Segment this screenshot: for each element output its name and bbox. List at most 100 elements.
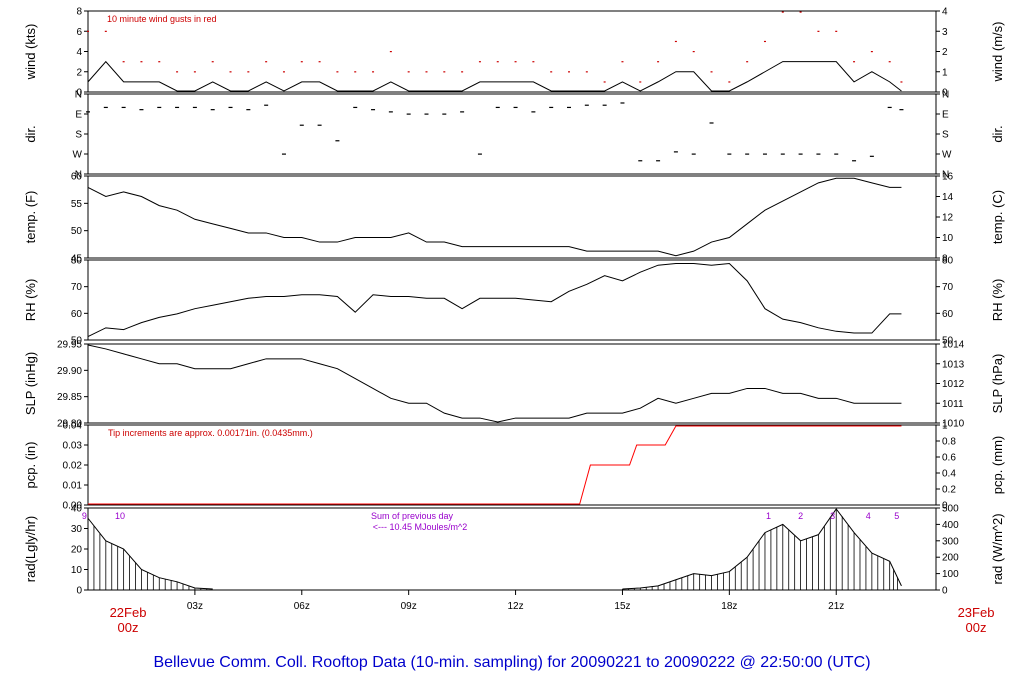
- direction-point: [264, 104, 269, 106]
- humidity-ytick-label-left: 60: [71, 309, 83, 320]
- direction-ylabel-left: dir.: [23, 125, 38, 142]
- precip-line: [88, 425, 902, 505]
- radiation-annotation-line2: <--- 10.45 MJoules/m^2: [373, 522, 468, 532]
- temperature-ytick-label-right: 12: [942, 213, 954, 224]
- direction-point: [139, 109, 144, 111]
- start-time-label: 00z: [118, 620, 139, 635]
- humidity-ytick-label-left: 70: [71, 282, 83, 293]
- x-tick-label: 21z: [828, 601, 844, 612]
- direction-point: [406, 113, 411, 115]
- direction-point: [460, 111, 465, 113]
- direction-ytick-label-left: E: [75, 110, 82, 121]
- gust-point: [532, 61, 535, 63]
- gust-point: [336, 71, 339, 73]
- pressure-frame: [87, 343, 937, 424]
- radiation-ytick-label-right: 400: [942, 520, 959, 531]
- radiation-ytick-label-right: 300: [942, 536, 959, 547]
- gust-point: [657, 61, 660, 63]
- gust-point: [354, 71, 357, 73]
- direction-ytick-label-right: N: [942, 170, 949, 181]
- precipitation-ylabel-right: pcp. (mm): [990, 436, 1005, 495]
- gust-point: [746, 61, 749, 63]
- direction-point: [852, 160, 857, 162]
- end-time-label: 00z: [966, 620, 987, 635]
- temperature-ytick-label-right: 16: [942, 172, 954, 183]
- direction-point: [567, 106, 572, 109]
- day-marker-label: 1: [766, 511, 771, 521]
- gust-point: [781, 11, 784, 13]
- wind-ytick-label-left: 8: [76, 7, 82, 18]
- wind-speed-line: [87, 60, 902, 92]
- humidity-ytick-label-right: 50: [942, 336, 954, 347]
- radiation-annotation-line1: Sum of previous day: [371, 511, 454, 521]
- gust-point: [265, 61, 268, 63]
- gust-point: [318, 61, 321, 63]
- humidity-frame: [87, 259, 937, 341]
- gust-point: [568, 71, 571, 73]
- radiation-ylabel-left: rad(Lgly/hr): [23, 516, 38, 582]
- direction-point: [691, 153, 696, 155]
- pressure-ytick-label-left: 29.80: [57, 419, 82, 430]
- wind-ytick-label-left: 0: [76, 88, 82, 99]
- temperature-ylabel-right: temp. (C): [990, 190, 1005, 244]
- precipitation-ytick-label-left: 0.04: [63, 421, 83, 432]
- gust-point: [900, 81, 903, 83]
- direction-point: [86, 111, 90, 113]
- end-date-label: 23Feb: [958, 605, 995, 620]
- precipitation-ytick-label-right: 0: [942, 501, 948, 512]
- gust-point: [888, 61, 891, 63]
- temperature-ytick-label-left: 50: [71, 226, 83, 237]
- wind-ytick-label-right: 4: [942, 7, 948, 18]
- direction-point: [317, 124, 322, 126]
- direction-point: [620, 102, 625, 104]
- precipitation-ytick-label-right: 0.8: [942, 437, 956, 448]
- gust-point: [425, 71, 428, 73]
- humidity-ylabel-left: RH (%): [23, 279, 38, 322]
- gust-point: [158, 61, 161, 63]
- pressure-ytick-label-right: 1013: [942, 359, 965, 370]
- panel-temperature: 45 50 55 60 8 10 12 14 16 temp. (F) temp. (C): [23, 172, 1005, 265]
- radiation-ytick-label-left: 10: [71, 565, 83, 576]
- direction-ylabel-right: dir.: [990, 125, 1005, 142]
- gust-point: [104, 30, 107, 32]
- pressure-ytick-label-right: 1010: [942, 419, 965, 430]
- direction-point: [709, 122, 714, 124]
- direction-point: [477, 153, 482, 155]
- radiation-ytick-label-right: 100: [942, 569, 959, 580]
- humidity-ytick-label-right: 80: [942, 256, 954, 267]
- temperature-line: [87, 177, 902, 257]
- direction-point: [192, 106, 197, 109]
- gust-point: [621, 61, 624, 63]
- gust-point: [229, 71, 232, 73]
- day-marker-label: 3: [830, 511, 835, 521]
- humidity-ytick-label-right: 70: [942, 282, 954, 293]
- radiation-ytick-label-left: 30: [71, 524, 83, 535]
- gust-annotation: 10 minute wind gusts in red: [107, 14, 217, 24]
- precip-annotation: Tip increments are approx. 0.00171in. (0…: [108, 428, 313, 438]
- x-tick-label: 12z: [508, 601, 524, 612]
- direction-point: [175, 106, 180, 109]
- direction-point: [816, 153, 821, 155]
- direction-point: [745, 153, 750, 155]
- wind-ytick-label-right: 1: [942, 67, 948, 78]
- gust-point: [389, 51, 392, 53]
- direction-point: [513, 106, 518, 109]
- gust-point: [87, 30, 89, 32]
- gust-point: [870, 51, 873, 53]
- precipitation-ytick-label-right: 0.2: [942, 485, 956, 496]
- humidity-line: [87, 262, 902, 337]
- temperature-ytick-label-left: 60: [71, 172, 83, 183]
- x-tick-label: 15z: [614, 601, 630, 612]
- pressure-ylabel-right: SLP (hPa): [990, 354, 1005, 414]
- humidity-ylabel-right: RH (%): [990, 279, 1005, 322]
- gust-point: [550, 71, 553, 73]
- gust-point: [817, 30, 820, 32]
- direction-point: [584, 104, 589, 106]
- temperature-ylabel-left: temp. (F): [23, 191, 38, 244]
- direction-point: [762, 153, 767, 155]
- direction-point: [103, 106, 108, 109]
- panel-humidity: 50 60 70 80 50 60 70 80 RH (%) RH (%): [23, 256, 1005, 347]
- wind-ytick-label-left: 4: [76, 47, 82, 58]
